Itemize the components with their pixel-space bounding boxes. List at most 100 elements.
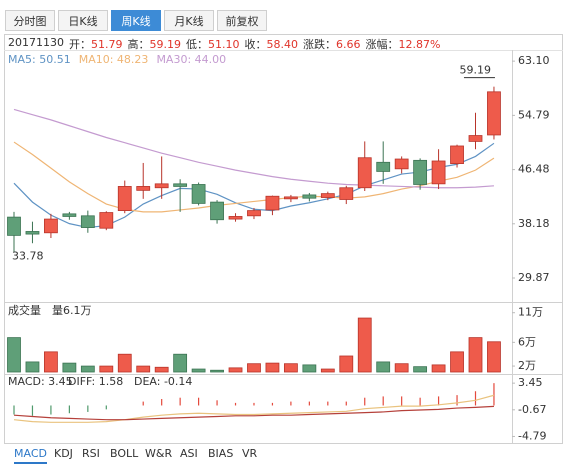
max-label: 59.19 (459, 64, 491, 77)
panel-title: 成交量 (8, 303, 41, 317)
volume-bar (210, 369, 224, 373)
volume-bar (80, 365, 95, 373)
field-value: 58.40 (266, 38, 299, 51)
y-tick-label: 63.10 (518, 54, 550, 67)
candle-body (44, 218, 58, 234)
indicator-tab[interactable]: RSI (82, 447, 100, 460)
volume-bar (394, 363, 409, 373)
info-field: 高：59.19 (128, 36, 182, 52)
info-field: 收：58.40 (245, 36, 299, 52)
legend-entry: MA5: 50.51 (8, 53, 71, 66)
candle-body (376, 161, 391, 172)
field-name: 开： (69, 38, 91, 51)
field-value: 12.87% (398, 38, 441, 51)
candle-body (25, 231, 40, 235)
indicator-tab[interactable]: ASI (180, 447, 198, 460)
y-tick-label: 2万 (518, 359, 536, 372)
candle-body (191, 184, 206, 204)
candle-body (413, 159, 428, 185)
y-tick-label: -4.79 (518, 429, 546, 442)
info-field: 涨幅：12.87% (366, 36, 441, 52)
volume-bar (431, 364, 446, 373)
volume-bar (302, 364, 317, 373)
indicator-tab[interactable]: BIAS (208, 447, 234, 460)
candle-body (394, 158, 409, 170)
candle-body (431, 160, 446, 185)
indicator-tab[interactable]: KDJ (54, 447, 73, 460)
info-field: 涨跌：6.66 (303, 36, 361, 52)
volume-bar (25, 361, 40, 373)
volume-bar (117, 353, 132, 373)
volume-bar (173, 353, 188, 373)
field-name: 收： (244, 38, 267, 51)
volume-bar (357, 317, 372, 373)
tab[interactable]: 月K线 (164, 10, 214, 31)
y-tick-label: 46.48 (518, 163, 550, 176)
tab[interactable]: 日K线 (58, 10, 108, 31)
field-name: 高： (127, 38, 150, 51)
field-value: 6.66 (336, 38, 361, 51)
volume-bar (62, 362, 77, 373)
info-field: 低：51.10 (186, 36, 240, 52)
candle-body (80, 215, 95, 228)
volume-bar (320, 368, 335, 373)
y-tick-label: 6万 (518, 335, 536, 348)
candle-body (339, 187, 354, 200)
volume-bar (413, 366, 428, 373)
field-name: 低： (186, 38, 208, 51)
indicator-tab[interactable]: BOLL (110, 447, 139, 460)
volume-bar (487, 341, 501, 373)
macd-line (13, 405, 494, 421)
volume-bar (99, 365, 114, 373)
candle-body (117, 186, 132, 211)
candle-body (173, 183, 188, 187)
field-value: 59.19 (149, 38, 182, 51)
volume-bar (468, 337, 483, 373)
candle-body (450, 145, 464, 164)
y-tick-label: 29.87 (518, 271, 550, 284)
volume-bar (450, 351, 464, 373)
candle-body (154, 183, 169, 189)
candle-body (136, 186, 151, 191)
candle-body (228, 216, 243, 220)
info-row: 20171130 开：51.79 高：59.19 低：51.10 收：58.40 涨跌：6… (8, 36, 440, 52)
panel-value: 量6.1万 (52, 304, 92, 317)
volume-bar (191, 368, 206, 373)
volume-bar (339, 355, 354, 373)
candle-body (468, 135, 483, 142)
ma-line (13, 108, 495, 189)
tab[interactable]: 分时图 (5, 10, 55, 31)
volume-bar (265, 362, 280, 373)
legend-entry: MA30: 44.00 (156, 53, 227, 66)
indicator-tab[interactable]: VR (242, 447, 258, 460)
candle-body (7, 216, 21, 236)
volume-bar (247, 363, 261, 373)
candle-body (357, 157, 372, 189)
frame (4, 34, 563, 444)
indicator-label: DEA: -0.14 (134, 375, 192, 388)
volume-bar (44, 351, 58, 373)
y-tick-label: 11万 (518, 306, 543, 319)
tab[interactable]: 周K线 (111, 10, 161, 31)
legend-entry: MA10: 48.23 (78, 53, 149, 66)
volume-bar (154, 366, 169, 373)
min-label: 33.78 (12, 249, 44, 262)
field-value: 51.79 (91, 38, 123, 51)
y-tick-label: 38.18 (518, 217, 550, 230)
indicator-label: MACD: 3.45 (8, 375, 73, 388)
candle-body (247, 210, 261, 217)
candle-body (265, 195, 280, 211)
indicator-tab[interactable]: W&R (145, 447, 173, 460)
indicator-tab[interactable]: MACD (14, 446, 47, 464)
candle-body (302, 194, 317, 199)
info-field: 开：51.79 (69, 36, 123, 52)
tab[interactable]: 前复权 (217, 10, 267, 31)
y-tick-label: 54.79 (518, 108, 550, 121)
volume-bar (7, 337, 21, 373)
date: 20171130 (8, 36, 64, 49)
candle-body (99, 212, 114, 229)
candle-body (320, 193, 335, 198)
candle-body (210, 201, 224, 221)
